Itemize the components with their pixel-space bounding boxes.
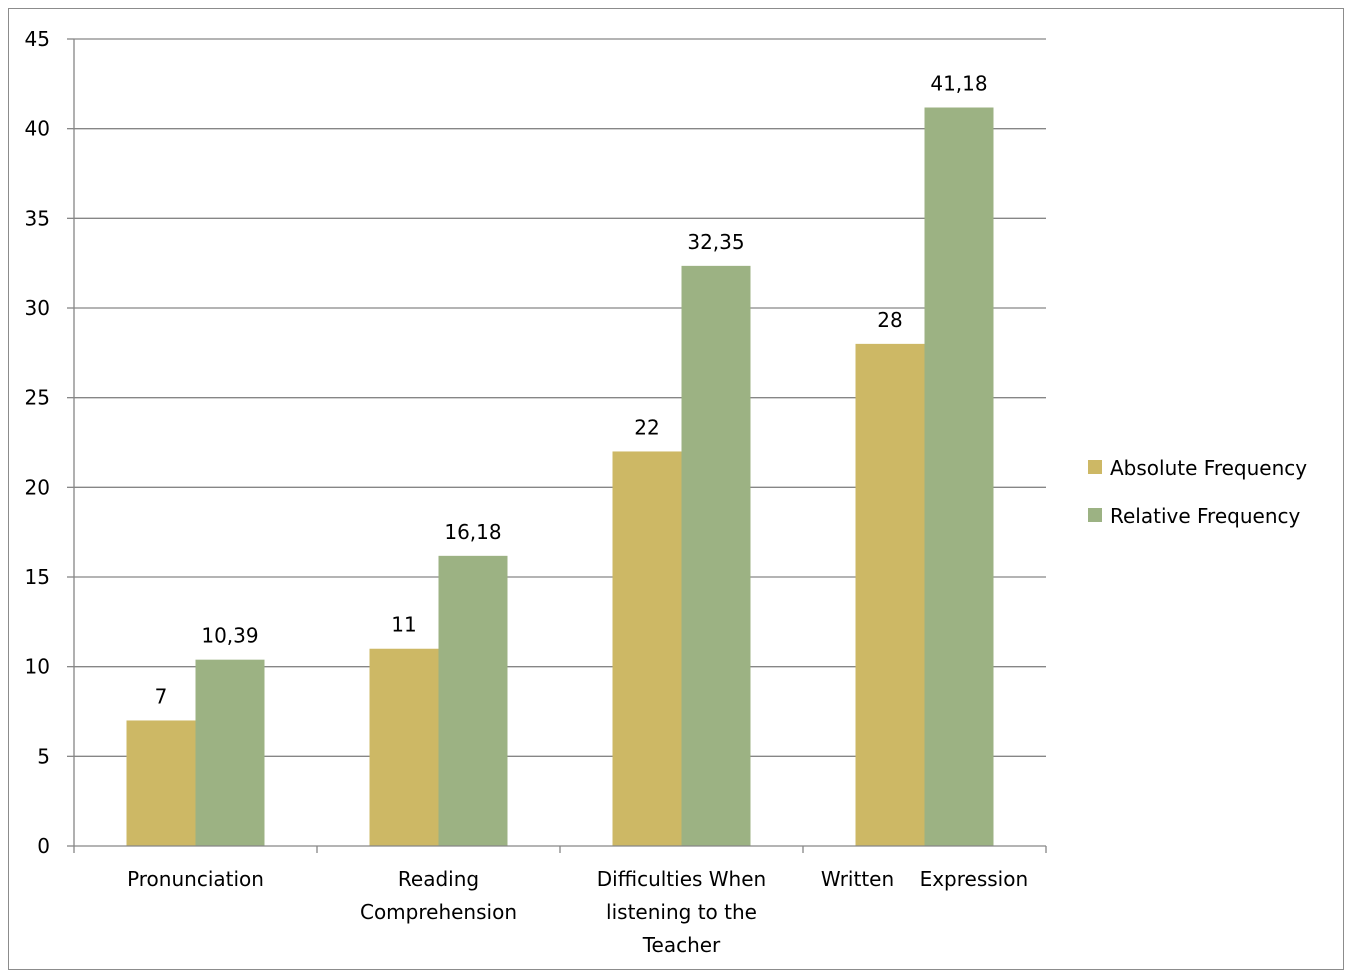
bar-absolute-frequency [612,451,682,846]
data-label: 32,35 [687,230,744,254]
legend-swatch [1088,508,1102,522]
data-label: 28 [877,308,902,332]
data-label: 11 [391,613,416,637]
y-tick-label: 0 [37,834,50,858]
y-tick-label: 40 [25,117,50,141]
data-labels: 7 10,39 11 16,18 22 32,35 28 41,18 [155,72,988,709]
bar-absolute-frequency [855,343,925,846]
x-category-label: Written Expression [821,867,1028,891]
x-category-label: Teacher [642,933,721,957]
y-tick-label: 45 [25,27,50,51]
y-tick-label: 25 [25,386,50,410]
legend-label: Absolute Frequency [1110,456,1307,480]
data-label: 22 [634,415,659,439]
data-label: 16,18 [444,520,501,544]
y-tick-label: 15 [25,565,50,589]
bar-relative-frequency [681,265,751,846]
x-category-label: Pronunciation [127,867,264,891]
x-category-label: listening to the [606,900,757,924]
bar-absolute-frequency [126,720,196,846]
bars [126,107,994,847]
y-tick-label: 10 [25,655,50,679]
y-tick-label: 30 [25,296,50,320]
data-label: 7 [155,684,168,708]
bar-relative-frequency [924,107,994,847]
legend-swatch [1088,460,1102,474]
axes: 0 5 10 15 20 25 30 35 40 45 Pronunciation Reading Co… [25,27,1047,957]
y-tick-label: 5 [37,744,50,768]
legend-label: Relative Frequency [1110,504,1300,528]
legend: Absolute Frequency Relative Frequency [1088,456,1307,528]
data-label: 41,18 [930,72,987,96]
data-label: 10,39 [201,624,258,648]
x-category-label: Comprehension [360,900,517,924]
bar-absolute-frequency [369,648,439,846]
bar-relative-frequency [195,659,265,846]
y-tick-label: 20 [25,475,50,499]
x-category-label: Difficulties When [597,867,766,891]
bar-relative-frequency [438,555,508,846]
x-category-label: Reading [398,867,479,891]
y-tick-label: 35 [25,206,50,230]
